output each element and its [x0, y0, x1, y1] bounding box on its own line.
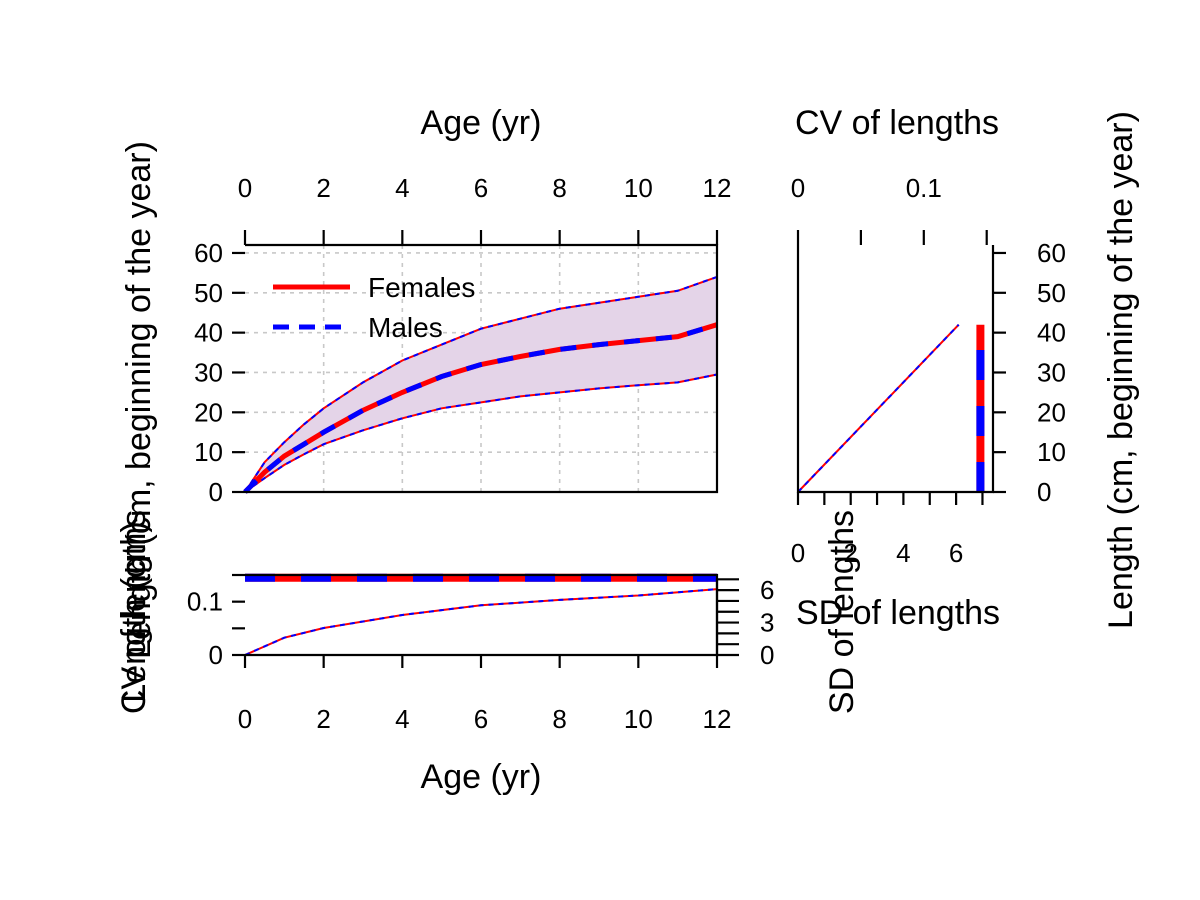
cv-axis-ticks-top: 0 0.1	[791, 173, 988, 245]
y-tick-label-60: 60	[1037, 238, 1066, 268]
sd-line-male	[244, 588, 718, 656]
x-tick-label-8: 8	[552, 704, 566, 734]
y-tick-label-50: 50	[194, 278, 223, 308]
x-tick-label-top-8: 8	[552, 173, 566, 203]
length-y-axis-title: Length (cm)	[115, 521, 153, 702]
y-tick-label-40: 40	[1037, 318, 1066, 348]
right-tick-label-6: 6	[760, 575, 774, 605]
bottom-x-axis-title: Age (yr)	[421, 758, 542, 796]
y-tick-label-10: 10	[1037, 437, 1066, 467]
cv-axis-title: CV of lengths	[795, 104, 999, 142]
x-tick-label-0: 0	[238, 704, 252, 734]
y-tick-label-20: 20	[194, 397, 223, 427]
cv-y-axis-title: CV of lengths	[115, 510, 153, 714]
sd-tick-label-2: 2	[843, 538, 857, 568]
x-axis-ticks-bottom: 0 2 4 6 8 10 12	[238, 655, 732, 734]
x-tick-label-2: 2	[316, 704, 330, 734]
cv-tick-label-0.1: 0.1	[906, 173, 942, 203]
sd-tick-label-6: 6	[949, 538, 963, 568]
y-tick-label-40: 40	[194, 318, 223, 348]
right-y-axis-title: Length (cm, beginning of the year)	[1102, 111, 1140, 629]
y-tick-label-0: 0	[1037, 477, 1051, 507]
y-tick-label-0: 0	[209, 640, 223, 670]
plot-frame	[245, 573, 719, 657]
y-tick-label-30: 30	[1037, 357, 1066, 387]
x-tick-label-top-2: 2	[316, 173, 330, 203]
upper-bound-line-male	[244, 275, 718, 493]
x-tick-label-10: 10	[624, 704, 653, 734]
y-tick-label-0: 0	[209, 477, 223, 507]
legend-label-females: Females	[368, 272, 475, 303]
y-tick-label-10: 10	[194, 437, 223, 467]
x-tick-label-6: 6	[474, 704, 488, 734]
y-tick-label-0.1: 0.1	[187, 587, 223, 617]
x-tick-label-top-4: 4	[395, 173, 409, 203]
left-y-axis-title: Length (cm, beginning of the year)	[120, 141, 158, 659]
cv-at-age-panel: 00.1 036 0 2 4 6 8 10 12 Age (yr) CV of length…	[115, 510, 1000, 796]
x-tick-label-4: 4	[395, 704, 409, 734]
length-range-band	[245, 276, 717, 492]
lower-bound-line-male	[244, 373, 718, 493]
x-axis-ticks-top: 0 2 4 6 8 10 12	[238, 173, 732, 245]
sd-line	[244, 588, 718, 656]
x-tick-label-top-0: 0	[238, 173, 252, 203]
y-tick-label-20: 20	[1037, 397, 1066, 427]
right-tick-label-0: 0	[760, 640, 774, 670]
right-y-axis-ticks: 0 10 20 30 40 50 60	[993, 238, 1066, 507]
right-y-axis-ticks: 036	[715, 575, 774, 670]
y-tick-label-60: 60	[194, 238, 223, 268]
sd-axis-ticks-bottom: 0 2 4 6	[791, 492, 984, 568]
x-tick-label-12: 12	[703, 704, 732, 734]
y-tick-label-50: 50	[1037, 278, 1066, 308]
y-axis-ticks: 00.1	[187, 573, 245, 670]
legend: Females Males	[273, 272, 475, 343]
sd-vs-length-line-male	[797, 324, 960, 493]
right-tick-label-3: 3	[760, 608, 774, 638]
y-axis-ticks: 0 10 20 30 40 50 60	[194, 238, 245, 507]
sd-axis-title-rotated: SD of lengths	[823, 510, 861, 714]
x-tick-label-top-6: 6	[474, 173, 488, 203]
x-tick-label-top-10: 10	[624, 173, 653, 203]
sd-tick-label-0: 0	[791, 538, 805, 568]
length-at-age-panel: 0 10 20 30 40 50 60 0 2 4 6 8 10 12 Age (yr) Length …	[120, 104, 731, 659]
x-tick-label-top-12: 12	[703, 173, 732, 203]
series-line-males	[243, 322, 718, 494]
plot-frame	[796, 245, 995, 494]
sd-axis-title: SD of lengths	[796, 594, 1000, 632]
cv-tick-label-0: 0	[791, 173, 805, 203]
y-tick-label-30: 30	[194, 357, 223, 387]
legend-label-males: Males	[368, 312, 443, 343]
sd-tick-label-4: 4	[896, 538, 910, 568]
top-x-axis-title: Age (yr)	[421, 104, 542, 142]
